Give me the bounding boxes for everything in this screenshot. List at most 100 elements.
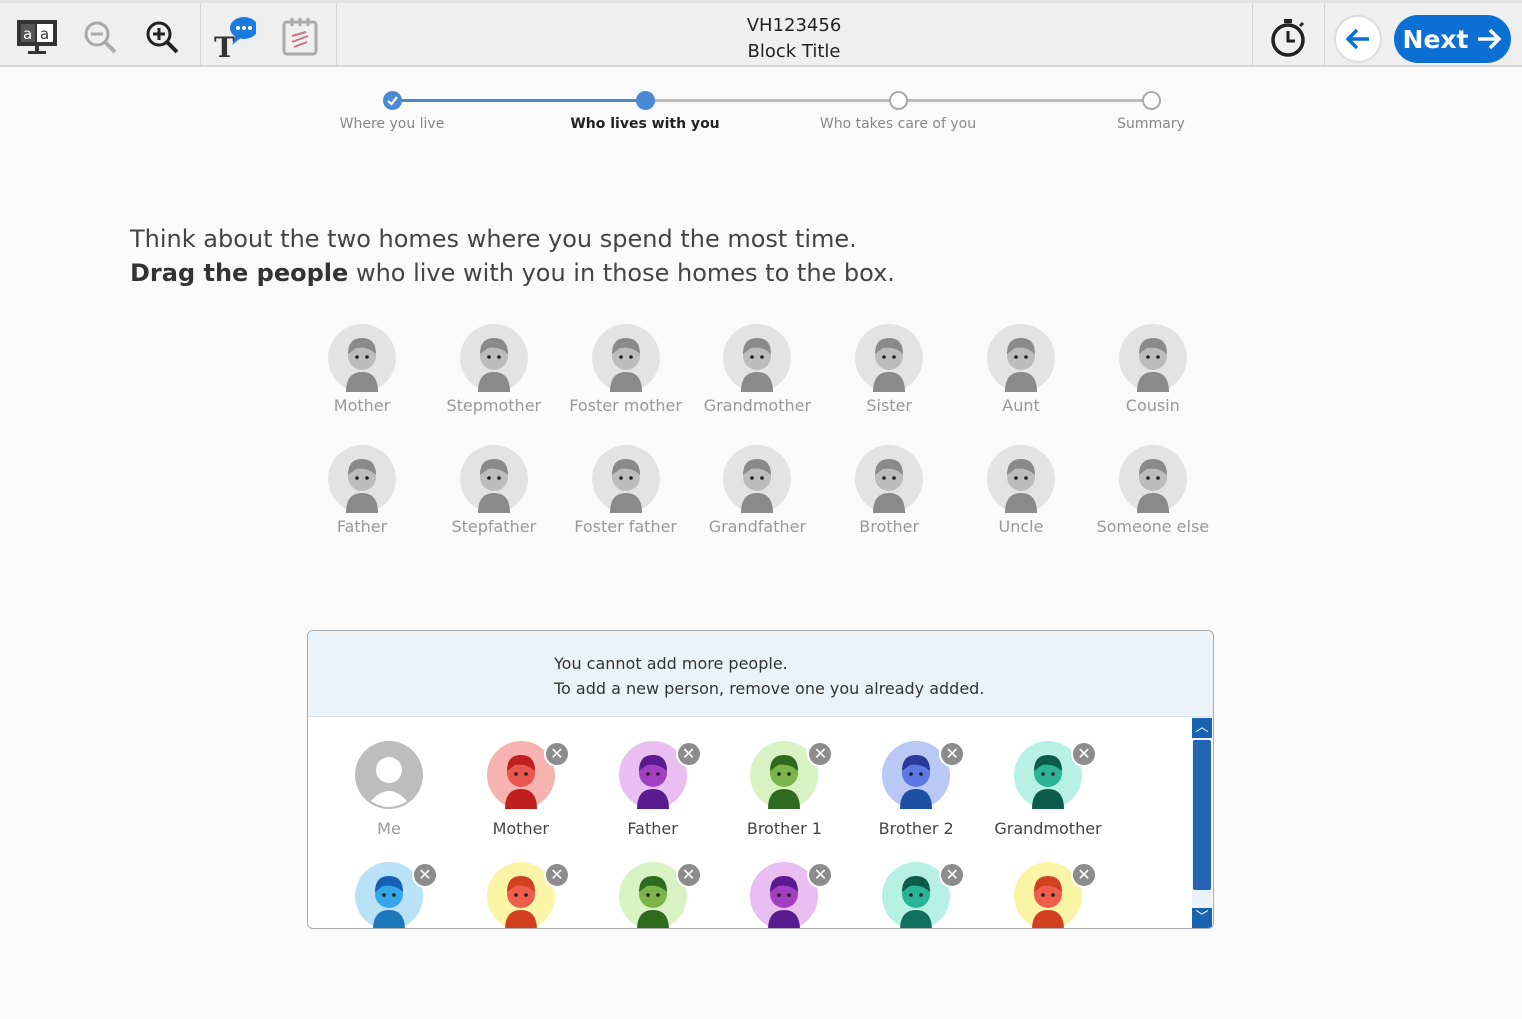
- remove-close-icon[interactable]: ✕: [939, 862, 966, 888]
- person-avatar-icon: [824, 324, 954, 392]
- step-connector: [898, 99, 1151, 102]
- person-stepmother[interactable]: Stepmother: [429, 324, 559, 415]
- person-mother[interactable]: Mother: [297, 324, 427, 415]
- remove-close-icon[interactable]: ✕: [675, 741, 702, 767]
- person-avatar-icon: [882, 862, 951, 928]
- step-label[interactable]: Where you live: [339, 116, 445, 132]
- added-person[interactable]: ✕: [324, 862, 454, 928]
- zoom-out-icon[interactable]: [78, 15, 122, 59]
- added-person-label: Brother 2: [878, 819, 954, 838]
- instruction-line-2: Drag the people who live with you in tho…: [130, 256, 895, 290]
- person-avatar-icon: [1014, 741, 1082, 813]
- next-label: Next: [1402, 24, 1469, 54]
- next-button[interactable]: Next: [1394, 15, 1511, 63]
- person-label: Uncle: [998, 517, 1044, 536]
- added-person[interactable]: Me: [324, 741, 454, 838]
- added-person-label: Father: [627, 819, 678, 838]
- step-connector: [392, 99, 645, 102]
- timer-icon[interactable]: [1266, 15, 1310, 59]
- person-avatar-icon: [297, 324, 427, 392]
- person-label: Cousin: [1125, 396, 1180, 415]
- person-avatar-icon: [882, 741, 951, 813]
- back-button[interactable]: [1334, 15, 1382, 63]
- person-avatar-icon: [692, 445, 822, 513]
- instruction-rest: who live with you in those homes to the …: [348, 259, 895, 287]
- text-comment-icon[interactable]: T: [212, 15, 256, 59]
- remove-close-icon[interactable]: ✕: [807, 741, 834, 767]
- person-foster-father[interactable]: Foster father: [561, 445, 691, 536]
- person-grandmother[interactable]: Grandmother: [692, 324, 822, 415]
- svg-text:a: a: [40, 25, 49, 43]
- instructions: Think about the two homes where you spen…: [130, 222, 895, 290]
- person-avatar-icon: [297, 445, 427, 513]
- message-line-1: You cannot add more people.: [554, 654, 788, 673]
- remove-close-icon[interactable]: ✕: [412, 862, 438, 888]
- person-grandfather[interactable]: Grandfather: [692, 445, 822, 536]
- person-avatar-icon: [692, 324, 822, 392]
- added-person[interactable]: Mother ✕: [456, 741, 586, 838]
- person-avatar-icon: [618, 862, 687, 928]
- person-sister[interactable]: Sister: [824, 324, 954, 415]
- remove-close-icon[interactable]: ✕: [675, 862, 702, 888]
- person-avatar-icon: [355, 741, 423, 813]
- scroll-up-button[interactable]: ︿: [1192, 718, 1212, 738]
- person-avatar-icon: [1088, 445, 1218, 513]
- step-connector: [645, 99, 898, 102]
- next-arrow-icon: [1478, 28, 1502, 50]
- person-foster-mother[interactable]: Foster mother: [561, 324, 691, 415]
- person-label: Foster mother: [569, 396, 682, 415]
- scroll-down-button[interactable]: ﹀: [1192, 908, 1212, 928]
- remove-close-icon[interactable]: ✕: [543, 862, 570, 888]
- added-person[interactable]: Father ✕: [588, 741, 718, 838]
- scroll-thumb[interactable]: [1193, 740, 1211, 890]
- step-label[interactable]: Summary: [1117, 116, 1185, 132]
- step-dot[interactable]: [1142, 91, 1161, 110]
- person-uncle[interactable]: Uncle: [956, 445, 1086, 536]
- person-aunt[interactable]: Aunt: [956, 324, 1086, 415]
- person-avatar-icon: [956, 445, 1086, 513]
- person-avatar-icon: [486, 862, 555, 928]
- step-check-icon[interactable]: [383, 91, 402, 110]
- added-person[interactable]: ✕: [719, 862, 849, 928]
- person-cousin[interactable]: Cousin: [1088, 324, 1218, 415]
- step-label[interactable]: Who takes care of you: [819, 116, 977, 132]
- added-person[interactable]: Grandmother ✕: [983, 741, 1113, 838]
- added-person[interactable]: Brother 1 ✕: [719, 741, 849, 838]
- added-person-label: Mother: [492, 819, 550, 838]
- person-label: Sister: [866, 396, 912, 415]
- instruction-line-1: Think about the two homes where you spen…: [130, 225, 857, 253]
- person-avatar-icon: [429, 445, 559, 513]
- zoom-in-icon[interactable]: [140, 15, 184, 59]
- remove-close-icon[interactable]: ✕: [939, 741, 966, 767]
- person-label: Father: [336, 517, 388, 536]
- remove-close-icon[interactable]: ✕: [1071, 741, 1097, 767]
- remove-close-icon[interactable]: ✕: [543, 741, 570, 767]
- scrollbar[interactable]: ︿ ﹀: [1192, 718, 1212, 928]
- person-someone-else[interactable]: Someone else: [1088, 445, 1218, 536]
- person-avatar-icon: [355, 862, 423, 928]
- remove-close-icon[interactable]: ✕: [807, 862, 834, 888]
- added-person[interactable]: Brother 2 ✕: [851, 741, 981, 838]
- svg-text:T: T: [214, 31, 235, 59]
- step-dot[interactable]: [636, 91, 655, 110]
- added-person[interactable]: ✕: [851, 862, 981, 928]
- added-person[interactable]: ✕: [983, 862, 1113, 928]
- block-name: Block Title: [747, 41, 841, 62]
- person-brother[interactable]: Brother: [824, 445, 954, 536]
- added-person[interactable]: ✕: [588, 862, 718, 928]
- remove-close-icon[interactable]: ✕: [1071, 862, 1097, 888]
- added-person-label: Brother 1: [746, 819, 822, 838]
- added-person-label: Me: [377, 819, 401, 838]
- person-stepfather[interactable]: Stepfather: [429, 445, 559, 536]
- person-avatar-icon: [486, 741, 555, 813]
- notepad-icon[interactable]: [278, 15, 322, 59]
- back-arrow-icon: [1345, 28, 1369, 50]
- person-father[interactable]: Father: [297, 445, 427, 536]
- block-title: VH123456 Block Title: [650, 13, 938, 65]
- added-person[interactable]: ✕: [456, 862, 586, 928]
- step-label[interactable]: Who lives with you: [570, 116, 720, 132]
- svg-text:a: a: [23, 25, 32, 43]
- step-dot[interactable]: [889, 91, 908, 110]
- drop-box[interactable]: You cannot add more people. To add a new…: [307, 630, 1214, 929]
